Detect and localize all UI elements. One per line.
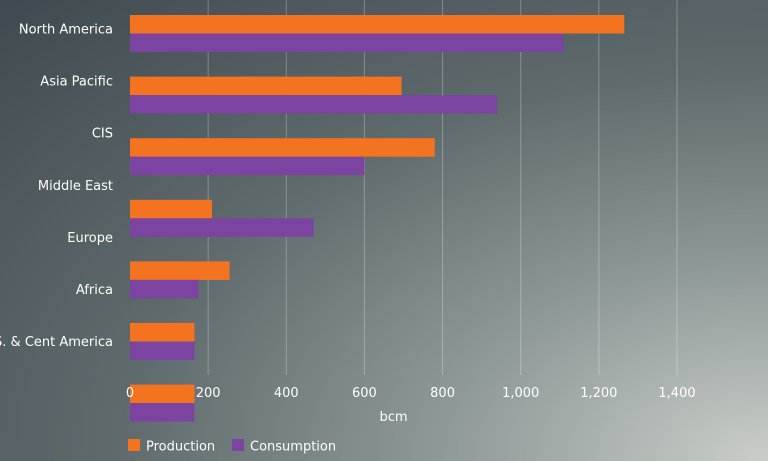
bar-consumption-4 — [130, 279, 199, 299]
category-label: North America — [19, 23, 113, 38]
x-tick-label: 400 — [274, 386, 299, 401]
legend-swatch-production — [128, 439, 140, 451]
category-label: CIS — [92, 127, 113, 142]
x-tick-label: 600 — [352, 386, 377, 401]
x-tick-label: 800 — [430, 386, 455, 401]
category-label: S. & Cent America — [0, 335, 113, 350]
x-tick-label: 0 — [126, 386, 134, 401]
bar-production-2 — [130, 138, 435, 157]
bars — [130, 15, 625, 422]
bar-consumption-2 — [130, 156, 365, 176]
gridlines — [207, 0, 678, 375]
x-tick-label: 200 — [196, 386, 221, 401]
category-labels: North America Asia Pacific CIS Middle East E… — [0, 23, 113, 351]
x-tick-label: 1,200 — [580, 386, 617, 401]
bar-consumption-1 — [130, 95, 498, 114]
bar-consumption-5 — [130, 341, 195, 360]
bar-production-1 — [130, 76, 402, 96]
legend-swatch-consumption — [232, 439, 244, 451]
bar-production-4 — [130, 261, 230, 280]
legend-label-consumption: Consumption — [250, 440, 336, 455]
legend: Production Consumption — [128, 439, 336, 455]
category-label: Asia Pacific — [40, 75, 113, 90]
bar-production-0 — [130, 15, 625, 34]
bar-consumption-6 — [130, 403, 195, 422]
category-label: Africa — [76, 283, 113, 298]
x-tick-label: 1,400 — [658, 386, 695, 401]
legend-label-production: Production — [146, 440, 215, 455]
x-axis-title: bcm — [379, 410, 407, 425]
category-label: Europe — [67, 231, 113, 246]
bar-consumption-0 — [130, 33, 564, 52]
x-tick-labels: 0 200 400 600 800 1,000 1,200 1,400 — [126, 386, 696, 401]
bar-production-5 — [130, 323, 195, 342]
bar-production-3 — [130, 199, 213, 219]
category-label: Middle East — [38, 179, 113, 194]
x-tick-label: 1,000 — [502, 386, 539, 401]
bar-consumption-3 — [130, 218, 314, 237]
bar-production-6 — [130, 384, 195, 404]
